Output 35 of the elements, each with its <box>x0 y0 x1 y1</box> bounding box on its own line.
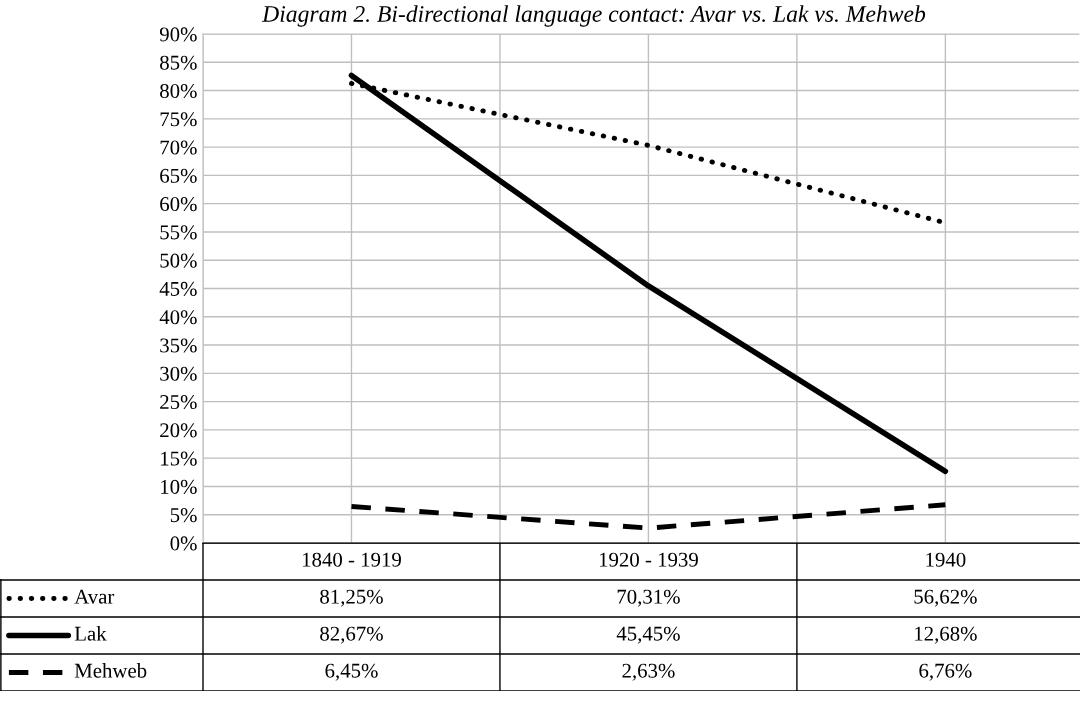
y-tick-label: 40% <box>159 310 197 325</box>
data-label: 56,62% <box>914 589 977 607</box>
y-tick-label: 90% <box>159 27 197 42</box>
y-tick-label: 70% <box>160 140 197 155</box>
legend-label: Mehweb <box>74 663 147 678</box>
data-label: 6,45% <box>325 663 378 681</box>
y-tick-label: 45% <box>159 281 197 296</box>
y-tick-label: 80% <box>160 83 197 99</box>
y-tick-label: 20% <box>160 423 197 438</box>
data-label: 81,25% <box>320 589 383 607</box>
y-tick-label: 85% <box>160 55 197 70</box>
x-tick-label: 1840 - 1919 <box>302 552 401 567</box>
legend-label: Lak <box>74 626 107 641</box>
x-tick-label: 1920 - 1939 <box>599 552 698 567</box>
x-tick-label: 1940 <box>926 552 966 567</box>
y-tick-label: 10% <box>161 479 197 494</box>
y-tick-label: 15% <box>161 451 197 466</box>
data-label: 6,76% <box>919 663 972 681</box>
y-tick-label: 50% <box>160 253 197 268</box>
data-label: 2,63% <box>622 663 675 681</box>
y-tick-label: 65% <box>160 168 197 183</box>
y-tick-label: 75% <box>160 112 197 127</box>
y-tick-label: 5% <box>170 508 197 523</box>
data-label: 70,31% <box>617 589 680 607</box>
y-tick-label: 55% <box>160 225 197 240</box>
y-tick-label: 35% <box>160 338 197 353</box>
y-tick-label: 0% <box>170 536 197 551</box>
data-label: 45,45% <box>616 626 680 644</box>
data-label: 82,67% <box>320 626 383 644</box>
y-tick-label: 25% <box>160 394 197 410</box>
y-tick-label: 30% <box>160 366 197 381</box>
chart-title: Diagram 2. Bi-directional language contact: Avar vs. Lak vs. Mehweb <box>261 5 926 27</box>
data-label: 12,68% <box>915 626 977 644</box>
legend-label: Avar <box>74 589 115 604</box>
y-tick-label: 60% <box>160 197 197 212</box>
